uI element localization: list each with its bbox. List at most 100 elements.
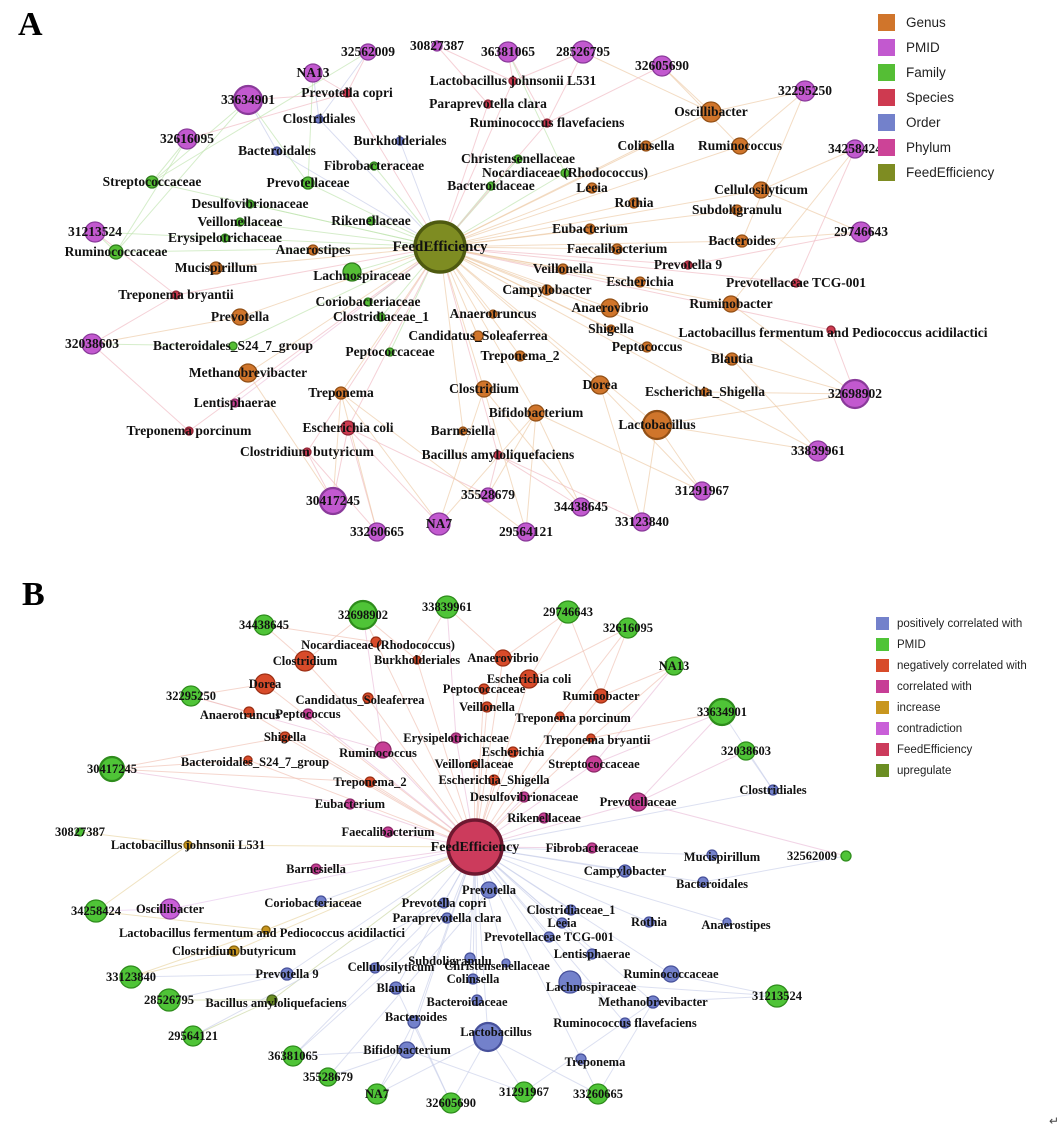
node-dorea[interactable] (254, 673, 276, 695)
node-29746643[interactable] (850, 221, 872, 243)
node-streptococcaceae[interactable] (145, 175, 159, 189)
node-32605690[interactable] (440, 1092, 462, 1114)
node-anaerovibrio[interactable] (600, 298, 620, 318)
node-escherichia-shigella[interactable] (488, 774, 500, 786)
node-33260665[interactable] (367, 522, 387, 542)
node-na13[interactable] (303, 63, 323, 83)
node-candidatus-soleaferrea[interactable] (472, 330, 484, 342)
node-31213524[interactable] (84, 221, 106, 243)
node-32698902[interactable] (839, 378, 871, 410)
node-cellulosilyticum[interactable] (752, 181, 770, 199)
node-35528679[interactable] (318, 1067, 338, 1087)
node-32698902[interactable] (347, 599, 379, 631)
node-bacteroides[interactable] (735, 234, 749, 248)
node-clostridium-butyricum[interactable] (228, 945, 240, 957)
node-bacillus-amyloliquefaciens[interactable] (266, 994, 278, 1006)
node-fibrobacteraceae[interactable] (369, 161, 379, 171)
node-veillonella[interactable] (557, 263, 569, 275)
node-escherichia-shigella[interactable] (700, 387, 710, 397)
node-bacteroidales[interactable] (272, 146, 282, 156)
node-treponema-2[interactable] (514, 350, 526, 362)
node-clostridiaceae-1[interactable] (376, 312, 386, 322)
node-mucispirillum[interactable] (706, 849, 718, 861)
node-32562009[interactable] (359, 43, 377, 61)
node-erysipelotrichaceae[interactable] (450, 732, 462, 744)
node-bacteroidales-s24-7-group[interactable] (243, 755, 253, 765)
node-treponema-porcinum[interactable] (555, 711, 565, 721)
node-36381065[interactable] (497, 41, 519, 63)
node-bacteroidales-s24-7-group[interactable] (228, 341, 238, 351)
node-campylobacter[interactable] (618, 864, 632, 878)
node-colinsella[interactable] (467, 973, 479, 985)
node-lentisphaerae[interactable] (586, 948, 598, 960)
node-clostridium[interactable] (294, 650, 316, 672)
node-streptococcaceae[interactable] (585, 755, 603, 773)
node-treponema-porcinum[interactable] (184, 426, 194, 436)
node-na7[interactable] (366, 1083, 388, 1105)
node-treponema[interactable] (334, 386, 348, 400)
node-methanobrevibacter[interactable] (238, 363, 258, 383)
node-prevotella[interactable] (231, 308, 249, 326)
node-clostridiales[interactable] (314, 114, 324, 124)
node-veillonellaceae[interactable] (235, 217, 245, 227)
node-paraprevotella-clara[interactable] (483, 99, 493, 109)
node-clostridium-butyricum[interactable] (302, 447, 312, 457)
node-candidatus-soleaferrea[interactable] (362, 692, 374, 704)
node-lactobacillus[interactable] (472, 1021, 504, 1053)
node-christensenellaceae[interactable] (513, 154, 523, 164)
node-33839961[interactable] (807, 440, 829, 462)
node-prevotella-copri[interactable] (438, 897, 450, 909)
node-32562009[interactable] (840, 850, 852, 862)
node-anaerostipes[interactable] (307, 244, 319, 256)
node-coriobacteriaceae[interactable] (315, 895, 327, 907)
node-32616095[interactable] (617, 617, 639, 639)
node-methanobrevibacter[interactable] (646, 995, 660, 1009)
node-32295250[interactable] (794, 80, 816, 102)
node-eubacterium[interactable] (584, 223, 596, 235)
node-33260665[interactable] (587, 1083, 609, 1105)
node-peptococcaceae[interactable] (478, 683, 490, 695)
node-33634901[interactable] (707, 697, 737, 727)
node-oscillibacter[interactable] (159, 898, 181, 920)
node-treponema-bryantii[interactable] (171, 290, 181, 300)
node-desulfovibrionaceae[interactable] (518, 791, 530, 803)
node-32295250[interactable] (180, 685, 202, 707)
node-anaerovibrio[interactable] (494, 649, 512, 667)
node-escherichia[interactable] (507, 746, 519, 758)
node-30417245[interactable] (98, 755, 126, 783)
node-bacteroidaceae[interactable] (486, 181, 496, 191)
node-rothia[interactable] (643, 916, 655, 928)
node-shigella[interactable] (606, 324, 616, 334)
node-peptococcus[interactable] (641, 341, 653, 353)
node-ruminococcus-flavefaciens[interactable] (619, 1017, 631, 1029)
node-erysipelotrichaceae[interactable] (220, 233, 230, 243)
node-34258424[interactable] (84, 899, 108, 923)
node-prevotella-copri[interactable] (342, 88, 352, 98)
node-35528679[interactable] (480, 487, 496, 503)
node-rikenellaceae[interactable] (366, 216, 376, 226)
node-coriobacteriaceae[interactable] (363, 297, 373, 307)
node-ruminococcaceae[interactable] (662, 965, 680, 983)
node-clostridium[interactable] (475, 380, 493, 398)
node-cellulosilyticum[interactable] (369, 962, 381, 974)
node-prevotella-9[interactable] (683, 260, 693, 270)
node-bifidobacterium[interactable] (398, 1041, 416, 1059)
node-escherichia-coli[interactable] (519, 669, 539, 689)
node-treponema-2[interactable] (364, 776, 376, 788)
node-feedefficiency[interactable] (413, 220, 467, 274)
node-feedefficiency[interactable] (446, 818, 504, 876)
node-ruminococcus[interactable] (374, 741, 392, 759)
node-peptococcaceae[interactable] (385, 347, 395, 357)
node-31291967[interactable] (513, 1081, 535, 1103)
node-bifidobacterium[interactable] (527, 404, 545, 422)
node-28526795[interactable] (571, 40, 595, 64)
node-colinsella[interactable] (640, 140, 652, 152)
node-clostridiaceae-1[interactable] (565, 904, 577, 916)
node-anaerotruncus[interactable] (488, 309, 498, 319)
node-leeia[interactable] (586, 182, 598, 194)
node-desulfovibrionaceae[interactable] (245, 199, 255, 209)
node-blautia[interactable] (389, 981, 403, 995)
node-lachnospiraceae[interactable] (558, 970, 582, 994)
node-33634901[interactable] (232, 84, 264, 116)
node-prevotellaceae[interactable] (301, 176, 315, 190)
